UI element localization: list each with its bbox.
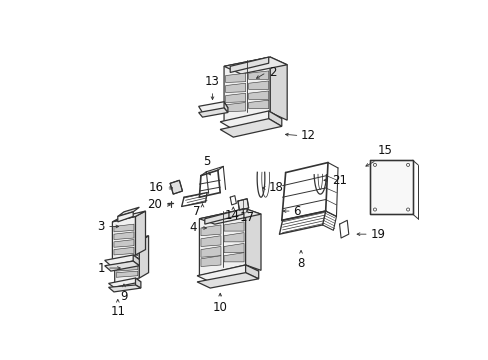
Polygon shape xyxy=(268,111,281,126)
Polygon shape xyxy=(225,83,245,93)
Polygon shape xyxy=(224,233,244,242)
Text: 1: 1 xyxy=(97,261,104,275)
Polygon shape xyxy=(114,247,134,255)
Text: 21: 21 xyxy=(331,174,346,187)
Polygon shape xyxy=(118,207,139,216)
Polygon shape xyxy=(204,209,243,224)
Polygon shape xyxy=(201,247,221,257)
Polygon shape xyxy=(104,255,139,266)
Polygon shape xyxy=(225,73,245,82)
Polygon shape xyxy=(220,111,281,130)
Polygon shape xyxy=(220,119,281,137)
Polygon shape xyxy=(114,239,134,247)
Polygon shape xyxy=(225,103,245,112)
Polygon shape xyxy=(224,57,270,122)
Polygon shape xyxy=(230,57,268,72)
Polygon shape xyxy=(116,257,138,264)
Polygon shape xyxy=(170,180,182,194)
Polygon shape xyxy=(114,224,134,232)
Text: 9: 9 xyxy=(120,289,127,303)
Text: 19: 19 xyxy=(369,228,385,240)
Polygon shape xyxy=(224,102,227,112)
Polygon shape xyxy=(197,273,258,288)
Polygon shape xyxy=(135,211,145,255)
Polygon shape xyxy=(135,278,141,288)
Polygon shape xyxy=(224,222,244,231)
Polygon shape xyxy=(112,211,145,222)
Text: 14: 14 xyxy=(224,209,239,222)
Polygon shape xyxy=(133,255,139,266)
Polygon shape xyxy=(198,102,227,112)
Polygon shape xyxy=(116,265,138,271)
Text: 20: 20 xyxy=(147,198,162,211)
Polygon shape xyxy=(115,236,148,247)
Text: 8: 8 xyxy=(297,257,304,270)
Polygon shape xyxy=(224,243,244,253)
Polygon shape xyxy=(201,236,221,247)
Text: 2: 2 xyxy=(268,66,276,79)
Polygon shape xyxy=(104,261,139,271)
Text: 7: 7 xyxy=(193,205,201,218)
Polygon shape xyxy=(238,199,248,210)
Polygon shape xyxy=(245,209,261,270)
Polygon shape xyxy=(245,265,258,279)
Polygon shape xyxy=(248,100,268,109)
Text: 16: 16 xyxy=(149,181,163,194)
Polygon shape xyxy=(225,93,245,103)
Polygon shape xyxy=(224,253,244,262)
Polygon shape xyxy=(139,236,148,278)
Polygon shape xyxy=(108,285,141,292)
Polygon shape xyxy=(116,271,138,277)
Polygon shape xyxy=(270,57,286,120)
Polygon shape xyxy=(198,108,227,117)
Polygon shape xyxy=(197,265,258,282)
Text: 13: 13 xyxy=(204,75,220,88)
Polygon shape xyxy=(199,209,245,276)
Polygon shape xyxy=(116,251,138,257)
Polygon shape xyxy=(108,278,141,287)
Text: 12: 12 xyxy=(301,129,315,142)
Text: 3: 3 xyxy=(97,220,104,233)
Polygon shape xyxy=(121,237,136,247)
Polygon shape xyxy=(369,160,412,214)
Polygon shape xyxy=(199,209,261,224)
Text: 11: 11 xyxy=(110,305,125,318)
Text: 4: 4 xyxy=(189,221,197,234)
Text: 15: 15 xyxy=(377,144,392,157)
Polygon shape xyxy=(224,57,286,74)
Polygon shape xyxy=(248,71,268,80)
Polygon shape xyxy=(201,256,221,266)
Polygon shape xyxy=(115,242,139,283)
Polygon shape xyxy=(112,216,135,260)
Text: 10: 10 xyxy=(212,301,227,314)
Text: 5: 5 xyxy=(203,155,210,168)
Text: 6: 6 xyxy=(293,204,300,217)
Text: 17: 17 xyxy=(239,211,254,224)
Polygon shape xyxy=(201,225,221,236)
Polygon shape xyxy=(121,232,142,242)
Text: 18: 18 xyxy=(268,181,283,194)
Polygon shape xyxy=(248,91,268,99)
Polygon shape xyxy=(114,232,134,239)
Polygon shape xyxy=(248,81,268,89)
Polygon shape xyxy=(118,212,133,222)
